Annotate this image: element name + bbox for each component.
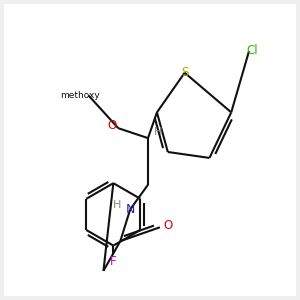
Text: H: H — [112, 200, 121, 210]
Text: H: H — [154, 127, 163, 137]
Text: O: O — [164, 219, 173, 232]
Text: Cl: Cl — [246, 44, 258, 57]
Text: O: O — [107, 119, 116, 132]
Text: S: S — [181, 66, 188, 79]
Text: N: N — [125, 203, 135, 216]
Text: F: F — [110, 256, 117, 268]
FancyBboxPatch shape — [4, 4, 296, 296]
Text: methoxy: methoxy — [60, 91, 100, 100]
